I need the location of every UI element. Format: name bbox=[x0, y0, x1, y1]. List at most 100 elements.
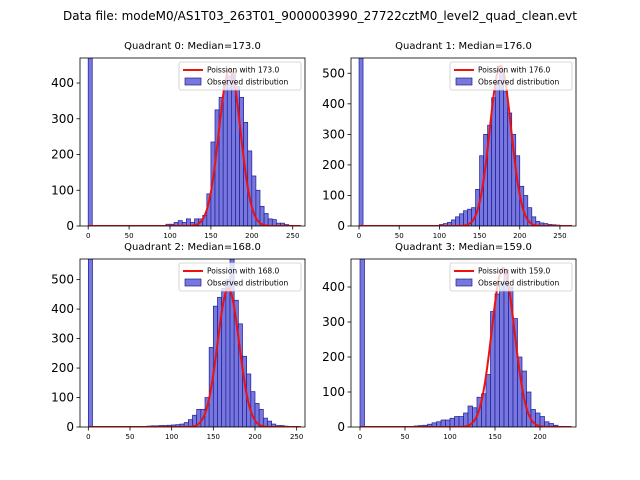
quadrant-0-data bbox=[87, 58, 301, 226]
histogram-bar bbox=[491, 97, 496, 226]
y-tick-label: 100 bbox=[51, 391, 74, 405]
x-tick-label: 100 bbox=[165, 433, 178, 441]
histogram-bar bbox=[495, 82, 501, 226]
x-tick-label: 250 bbox=[286, 232, 299, 240]
legend-hist-swatch bbox=[455, 278, 473, 287]
legend-box bbox=[449, 262, 573, 292]
figure-title: Data file: modeM0/AS1T03_263T01_90000039… bbox=[63, 9, 577, 23]
histogram-bar bbox=[359, 259, 365, 427]
y-tick-label: 300 bbox=[322, 127, 345, 141]
poisson-fit-line bbox=[359, 64, 572, 226]
y-tick-label: 200 bbox=[322, 350, 345, 364]
histogram-bar bbox=[239, 96, 244, 226]
quadrant-1-chart: 0 100 200 300 400 500 0 50 100 150 200 250 Quadrant … bbox=[322, 41, 577, 240]
poisson-fit-line bbox=[88, 287, 301, 427]
x-tick-label: 150 bbox=[473, 232, 486, 240]
quadrant-1-axes-frame bbox=[350, 57, 577, 227]
quadrant-0-legend: Poission with 173.0 Observed distribution bbox=[178, 61, 302, 91]
quadrant-2-title: Quadrant 2: Median=168.0 bbox=[124, 242, 261, 253]
quadrant-0-axes-frame bbox=[79, 57, 306, 227]
histogram-bar bbox=[499, 283, 505, 427]
y-tick-label: 300 bbox=[51, 112, 74, 126]
x-tick-label: 200 bbox=[245, 232, 258, 240]
x-tick-label: 150 bbox=[488, 433, 501, 441]
histogram-bar bbox=[449, 417, 455, 427]
quadrant-3-data bbox=[359, 259, 572, 427]
histogram-bar bbox=[459, 213, 464, 226]
histogram-bar bbox=[222, 82, 228, 226]
poisson-fit-line bbox=[88, 67, 301, 226]
y-tick-label: 100 bbox=[322, 188, 345, 202]
x-tick-label: 200 bbox=[248, 433, 261, 441]
x-tick-label: 50 bbox=[395, 232, 404, 240]
x-tick-label: 100 bbox=[433, 232, 446, 240]
x-tick-label: 200 bbox=[513, 232, 526, 240]
x-tick-label: 150 bbox=[207, 433, 220, 441]
histogram-bar bbox=[503, 91, 509, 226]
y-tick-label: 300 bbox=[51, 332, 74, 346]
x-tick-label: 0 bbox=[86, 232, 90, 240]
histogram-bar bbox=[455, 216, 460, 226]
legend-hist-label: Observed distribution bbox=[207, 78, 288, 87]
histogram-bar bbox=[271, 219, 277, 226]
histogram-bar bbox=[231, 71, 236, 226]
x-tick-label: 100 bbox=[443, 433, 456, 441]
histogram-bar bbox=[87, 58, 93, 226]
y-tick-label: 200 bbox=[51, 361, 74, 375]
quadrant-1-legend: Poission with 176.0 Observed distribution bbox=[449, 61, 573, 91]
legend-hist-label: Observed distribution bbox=[207, 279, 288, 288]
histogram-bar bbox=[463, 210, 468, 226]
x-tick-label: 250 bbox=[553, 232, 566, 240]
quadrant-2-chart: 0 100 200 300 400 500 0 50 100 150 200 250 Quadrant … bbox=[51, 242, 306, 441]
y-tick-label: 200 bbox=[322, 158, 345, 172]
quadrant-3-legend: Poission with 159.0 Observed distribution bbox=[449, 262, 573, 292]
histogram-bar bbox=[440, 419, 446, 427]
histogram-bar bbox=[454, 416, 460, 427]
y-tick-label: 0 bbox=[66, 420, 74, 434]
histogram-bar bbox=[87, 259, 93, 427]
legend-box bbox=[178, 262, 302, 292]
quadrant-3-axes-frame bbox=[350, 258, 577, 428]
histogram-bar bbox=[250, 391, 256, 427]
x-tick-label: 0 bbox=[86, 433, 90, 441]
histogram-bar bbox=[503, 269, 509, 427]
quadrant-0-chart: 0 100 200 300 400 0 50 100 150 200 250 Quadrant 0: … bbox=[51, 41, 306, 240]
quadrant-2-axes-frame bbox=[79, 258, 306, 428]
y-tick-label: 400 bbox=[322, 97, 345, 111]
legend-hist-label: Observed distribution bbox=[478, 78, 559, 87]
x-tick-label: 250 bbox=[290, 433, 303, 441]
x-tick-label: 0 bbox=[358, 433, 362, 441]
quadrant-3-chart: 0 100 200 300 400 0 50 100 150 200 Quadrant 3: Med… bbox=[322, 242, 577, 441]
quadrant-3-title: Quadrant 3: Median=159.0 bbox=[395, 242, 532, 253]
legend-hist-swatch bbox=[184, 77, 202, 86]
y-tick-label: 500 bbox=[322, 66, 345, 80]
histogram-bar bbox=[358, 58, 364, 226]
y-tick-label: 400 bbox=[51, 76, 74, 90]
x-tick-label: 0 bbox=[357, 232, 361, 240]
x-tick-label: 50 bbox=[401, 433, 410, 441]
poisson-fit-line bbox=[360, 266, 572, 427]
x-tick-label: 200 bbox=[533, 433, 546, 441]
legend-fit-label: Poission with 168.0 bbox=[207, 267, 280, 276]
histogram-bar bbox=[499, 69, 505, 226]
x-tick-label: 50 bbox=[125, 232, 134, 240]
y-tick-label: 300 bbox=[322, 315, 345, 329]
y-tick-label: 0 bbox=[337, 219, 345, 233]
legend-hist-swatch bbox=[455, 77, 473, 86]
y-tick-label: 0 bbox=[337, 420, 345, 434]
legend-box bbox=[449, 61, 573, 91]
x-tick-label: 50 bbox=[126, 433, 135, 441]
x-tick-label: 150 bbox=[204, 232, 217, 240]
histogram-bar bbox=[458, 416, 464, 427]
y-tick-label: 400 bbox=[322, 280, 345, 294]
legend-fit-label: Poission with 159.0 bbox=[478, 267, 551, 276]
quadrant-1-title: Quadrant 1: Median=176.0 bbox=[395, 41, 532, 52]
y-tick-label: 100 bbox=[322, 385, 345, 399]
x-tick-label: 100 bbox=[163, 232, 176, 240]
quadrant-2-legend: Poission with 168.0 Observed distribution bbox=[178, 262, 302, 292]
histogram-bar bbox=[225, 279, 231, 427]
y-tick-label: 0 bbox=[66, 219, 74, 233]
legend-hist-label: Observed distribution bbox=[478, 279, 559, 288]
legend-hist-swatch bbox=[184, 278, 202, 287]
